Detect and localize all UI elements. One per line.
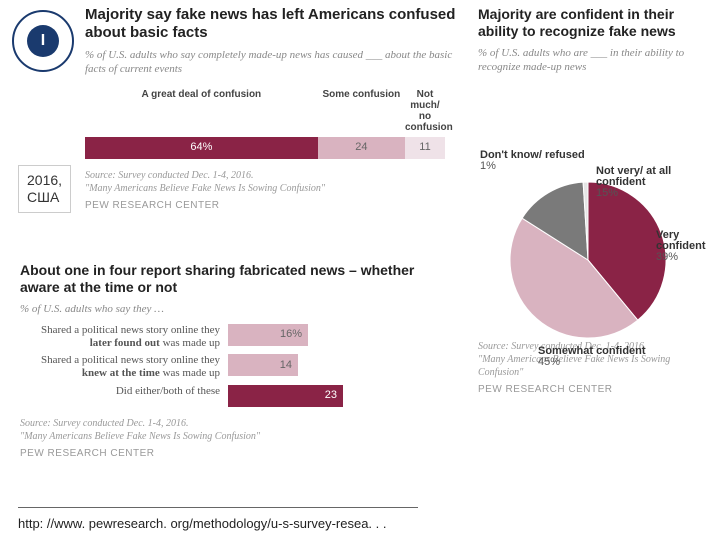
chart1-category-labels: A great deal of confusionSome confusionN… [85, 89, 470, 133]
chart3-footer: PEW RESEARCH CENTER [478, 385, 710, 395]
chart-confidence: Majority are confident in their ability … [478, 6, 710, 395]
chart1-segment: 24 [318, 137, 405, 159]
chart2-subtitle: % of U.S. adults who say they … [20, 302, 450, 316]
chart2-source: Source: Survey conducted Dec. 1-4, 2016.… [20, 417, 450, 443]
logo-letter: I [27, 25, 59, 57]
chart1-source: Source: Survey conducted Dec. 1-4, 2016.… [85, 169, 470, 195]
chart2-title: About one in four report sharing fabrica… [20, 262, 450, 296]
chart1-segment: 64% [85, 137, 318, 159]
pie-label: Don't know/ refused1% [480, 150, 585, 172]
chart-sharing: About one in four report sharing fabrica… [20, 262, 450, 459]
chart1-title: Majority say fake news has left American… [85, 6, 470, 42]
chart1-category: Not much/ no confusion [405, 89, 445, 133]
chart1-category: Some confusion [318, 89, 405, 133]
chart2-row: Shared a political news story online the… [20, 354, 450, 380]
pie-label: Somewhat confident45% [538, 346, 646, 368]
chart2-row-label: Shared a political news story online the… [20, 324, 228, 350]
source-url: http: //www. pewresearch. org/methodolog… [18, 517, 387, 530]
chart3-pie: Very confident39%Somewhat confident45%No… [478, 80, 710, 340]
chart1-footer: PEW RESEARCH CENTER [85, 201, 470, 211]
chart2-rows: Shared a political news story online the… [20, 324, 450, 407]
pie-svg [478, 80, 698, 340]
chart2-footer: PEW RESEARCH CENTER [20, 449, 450, 459]
chart2-row: Did either/both of these23 [20, 385, 450, 407]
chart2-bar: 16% [228, 324, 308, 346]
chart2-bar: 23 [228, 385, 343, 407]
chart2-bar: 14 [228, 354, 298, 376]
chart2-row: Shared a political news story online the… [20, 324, 450, 350]
url-divider [18, 507, 418, 508]
chart3-title: Majority are confident in their ability … [478, 6, 710, 40]
pie-label: Very confident39% [656, 230, 710, 263]
chart1-bar: 64%2411 [85, 137, 470, 159]
chart1-subtitle: % of U.S. adults who say completely made… [85, 48, 470, 77]
chart1-segment: 11 [405, 137, 445, 159]
chart2-row-label: Shared a political news story online the… [20, 354, 228, 380]
hse-logo: I [12, 10, 74, 72]
chart3-subtitle: % of U.S. adults who are ___ in their ab… [478, 46, 710, 75]
chart-confusion: Majority say fake news has left American… [85, 6, 470, 211]
chart2-row-label: Did either/both of these [20, 385, 228, 398]
chart1-category: A great deal of confusion [85, 89, 318, 133]
year-country-annotation: 2016, США [18, 165, 71, 213]
pie-label: Not very/ at all confident15% [596, 166, 710, 199]
